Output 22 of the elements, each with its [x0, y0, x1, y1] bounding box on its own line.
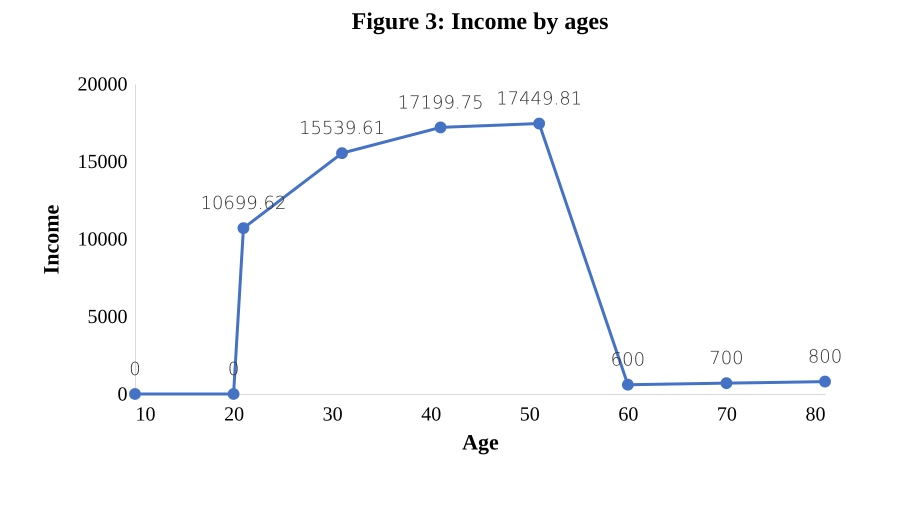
x-tick-label: 40	[421, 404, 442, 426]
data-label: 15539.61	[299, 118, 385, 140]
y-axis-title: Income	[38, 204, 64, 274]
data-label: 0	[129, 359, 141, 380]
y-tick-label: 0	[118, 384, 128, 406]
data-label: 700	[709, 348, 744, 370]
data-label: 800	[808, 346, 842, 368]
y-tick-label: 10000	[78, 228, 128, 250]
x-tick-label: 80	[806, 404, 826, 426]
chart-title: Figure 3: Income by ages	[352, 9, 608, 35]
x-tick-label: 70	[716, 404, 737, 426]
x-axis-title: Age	[462, 430, 500, 454]
y-tick-label: 5000	[88, 306, 128, 328]
x-tick-label: 60	[618, 404, 638, 426]
x-tick-label: 20	[224, 404, 244, 426]
x-tick-label: 30	[322, 404, 343, 426]
y-tick-label: 20000	[78, 74, 128, 96]
data-label: 17449.81	[496, 88, 582, 110]
x-tick-label: 10	[136, 404, 156, 426]
data-label: 17199.75	[398, 92, 484, 114]
x-tick-label: 50	[520, 404, 540, 426]
y-tick-label: 15000	[78, 151, 128, 173]
